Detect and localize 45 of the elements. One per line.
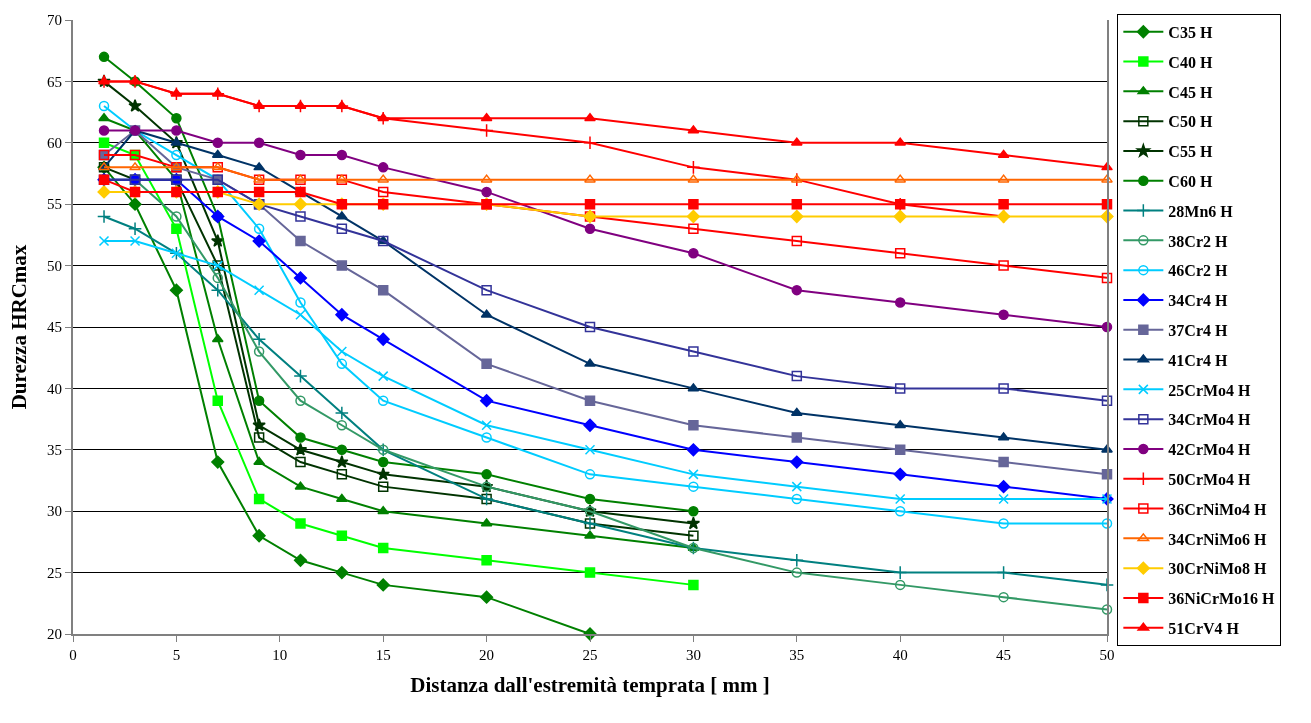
x-tick-label: 45 <box>996 647 1012 663</box>
legend-label: 37Cr4 H <box>1168 322 1228 339</box>
x-tick-label: 5 <box>172 647 181 663</box>
x-tick-label: 15 <box>375 647 391 663</box>
x-tick-label: 0 <box>69 647 77 663</box>
legend-label: 41Cr4 H <box>1168 351 1228 369</box>
x-tick-label: 35 <box>789 647 805 663</box>
legend-label: C60 H <box>1168 173 1213 190</box>
legend-label: C40 H <box>1168 53 1213 71</box>
y-tick-label: 65 <box>47 73 62 90</box>
legend-label: 46Cr2 H <box>1168 262 1228 280</box>
x-tick-label: 50 <box>1099 647 1115 663</box>
y-tick-label: 40 <box>47 380 62 397</box>
legend-label: 34CrNiMo6 H <box>1168 530 1268 548</box>
legend-label: 36CrNiMo4 H <box>1168 500 1268 518</box>
legend-label: 34CrMo4 H <box>1168 411 1252 429</box>
legend-label: 30CrNiMo8 H <box>1168 560 1268 578</box>
y-tick-label: 50 <box>47 257 62 274</box>
legend-label: 36NiCrMo16 H <box>1168 590 1276 608</box>
y-tick-label: 30 <box>47 503 62 520</box>
y-tick-label: 35 <box>47 442 62 459</box>
legend-label: C45 H <box>1168 83 1213 101</box>
y-tick-label: 45 <box>47 319 62 336</box>
legend-label: 38Cr2 H <box>1168 232 1228 250</box>
legend-label: 51CrV4 H <box>1168 620 1240 637</box>
legend-label: 25CrMo4 H <box>1168 381 1252 399</box>
y-tick-label: 20 <box>47 626 62 643</box>
y-tick-label: 25 <box>47 564 62 581</box>
legend-label: 28Mn6 H <box>1168 202 1234 220</box>
x-tick-label: 25 <box>582 647 598 663</box>
legend-label: C55 H <box>1168 143 1213 161</box>
x-axis-title: Distanza dall'estremità temprata [ mm ] <box>410 672 770 697</box>
legend-label: C50 H <box>1168 113 1213 131</box>
legend-label: 50CrMo4 H <box>1168 471 1252 488</box>
legend-label: 34Cr4 H <box>1168 292 1228 310</box>
y-tick-label: 70 <box>47 12 62 29</box>
y-tick-label: 60 <box>47 135 62 152</box>
x-tick-label: 20 <box>479 647 495 663</box>
legend-label: C35 H <box>1168 24 1213 41</box>
y-tick-label: 55 <box>47 196 62 213</box>
x-tick-label: 40 <box>892 647 908 663</box>
y-axis-title: Durezza HRCmax <box>6 244 31 410</box>
x-tick-label: 10 <box>272 647 288 663</box>
legend-label: 42CrMo4 H <box>1168 441 1252 459</box>
x-tick-label: 30 <box>685 647 701 663</box>
